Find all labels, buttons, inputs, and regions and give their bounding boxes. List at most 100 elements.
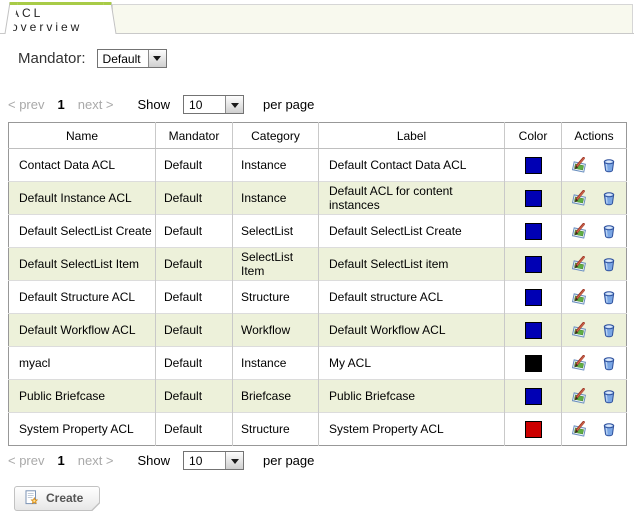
color-swatch bbox=[524, 420, 542, 438]
cell-mandator: Default bbox=[155, 346, 233, 380]
table-row: Contact Data ACL Default Instance Defaul… bbox=[8, 148, 627, 182]
color-swatch bbox=[524, 222, 542, 240]
color-swatch bbox=[524, 387, 542, 405]
cell-category: SelectList bbox=[232, 214, 319, 248]
delete-icon[interactable] bbox=[601, 388, 617, 404]
table-row: System Property ACL Default Structure Sy… bbox=[8, 412, 627, 446]
tab-bar: ACL overview bbox=[0, 0, 634, 34]
cell-name: System Property ACL bbox=[8, 412, 156, 446]
mandator-label: Mandator: bbox=[18, 49, 86, 67]
cell-actions bbox=[561, 280, 627, 314]
cell-actions bbox=[561, 313, 627, 347]
prev-link[interactable]: < prev bbox=[8, 453, 45, 468]
delete-icon[interactable] bbox=[601, 223, 617, 239]
pagination-top: < prev 1 next > Show 10 per page bbox=[8, 95, 634, 114]
cell-category: Structure bbox=[232, 412, 319, 446]
create-button[interactable]: Create bbox=[14, 486, 100, 511]
page-size-select[interactable]: 10 bbox=[183, 95, 245, 114]
color-swatch bbox=[524, 321, 542, 339]
cell-name: Default Structure ACL bbox=[8, 280, 156, 314]
delete-icon[interactable] bbox=[601, 355, 617, 371]
cell-actions bbox=[561, 412, 627, 446]
cell-label: Default structure ACL bbox=[318, 280, 505, 314]
prev-link[interactable]: < prev bbox=[8, 97, 45, 112]
delete-icon[interactable] bbox=[601, 190, 617, 206]
col-header-color: Color bbox=[504, 122, 562, 149]
cell-name: Default Workflow ACL bbox=[8, 313, 156, 347]
mandator-select-value: Default bbox=[102, 51, 141, 66]
cell-mandator: Default bbox=[155, 313, 233, 347]
cell-label: Public Briefcase bbox=[318, 379, 505, 413]
table-row: Default SelectList Item Default SelectLi… bbox=[8, 247, 627, 281]
next-link[interactable]: next > bbox=[77, 453, 114, 468]
tab-strip-background bbox=[112, 4, 633, 34]
mandator-select[interactable]: Default bbox=[96, 48, 167, 68]
per-page-label: per page bbox=[263, 97, 315, 112]
table-row: Default SelectList Create Default Select… bbox=[8, 214, 627, 248]
color-swatch bbox=[524, 255, 542, 273]
delete-icon[interactable] bbox=[601, 421, 617, 437]
cell-actions bbox=[561, 346, 627, 380]
delete-icon[interactable] bbox=[601, 256, 617, 272]
cell-category: Instance bbox=[232, 346, 319, 380]
table-row: Default Structure ACL Default Structure … bbox=[8, 280, 627, 314]
cell-label: System Property ACL bbox=[318, 412, 505, 446]
create-button-label: Create bbox=[46, 491, 84, 505]
chevron-down-icon[interactable] bbox=[225, 452, 244, 469]
edit-icon[interactable] bbox=[571, 288, 588, 306]
edit-icon[interactable] bbox=[571, 156, 588, 174]
cell-actions bbox=[561, 181, 627, 215]
edit-icon[interactable] bbox=[571, 354, 588, 372]
cell-mandator: Default bbox=[155, 148, 233, 182]
edit-icon[interactable] bbox=[571, 321, 588, 339]
cell-label: Default Contact Data ACL bbox=[318, 148, 505, 182]
col-header-mandator: Mandator bbox=[155, 122, 233, 149]
current-page: 1 bbox=[57, 97, 65, 112]
color-swatch bbox=[524, 354, 542, 372]
cell-name: Public Briefcase bbox=[8, 379, 156, 413]
edit-icon[interactable] bbox=[571, 255, 588, 273]
cell-label: Default SelectList item bbox=[318, 247, 505, 281]
page-size-value: 10 bbox=[189, 98, 203, 112]
cell-label: My ACL bbox=[318, 346, 505, 380]
cell-mandator: Default bbox=[155, 280, 233, 314]
show-label: Show bbox=[137, 97, 171, 112]
cell-mandator: Default bbox=[155, 181, 233, 215]
edit-icon[interactable] bbox=[571, 420, 588, 438]
col-header-label: Label bbox=[318, 122, 505, 149]
tab-acl-overview[interactable]: ACL overview bbox=[11, 2, 110, 34]
chevron-down-icon[interactable] bbox=[147, 49, 166, 67]
edit-icon[interactable] bbox=[571, 387, 588, 405]
cell-name: Default SelectList Create bbox=[8, 214, 156, 248]
page-size-value: 10 bbox=[189, 454, 203, 468]
cell-mandator: Default bbox=[155, 379, 233, 413]
acl-table: Name Mandator Category Label Color Actio… bbox=[8, 122, 627, 446]
chevron-down-icon[interactable] bbox=[225, 96, 244, 113]
table-row: Default Workflow ACL Default Workflow De… bbox=[8, 313, 627, 347]
delete-icon[interactable] bbox=[601, 157, 617, 173]
delete-icon[interactable] bbox=[601, 322, 617, 338]
new-page-icon bbox=[23, 490, 39, 506]
cell-actions bbox=[561, 379, 627, 413]
mandator-row: Mandator: Default bbox=[18, 48, 634, 68]
color-swatch bbox=[524, 156, 542, 174]
color-swatch bbox=[524, 288, 542, 306]
cell-category: Instance bbox=[232, 181, 319, 215]
delete-icon[interactable] bbox=[601, 289, 617, 305]
cell-category: Briefcase bbox=[232, 379, 319, 413]
cell-name: Contact Data ACL bbox=[8, 148, 156, 182]
cell-label: Default Workflow ACL bbox=[318, 313, 505, 347]
tab-label: ACL overview bbox=[11, 5, 83, 34]
edit-icon[interactable] bbox=[571, 222, 588, 240]
per-page-label: per page bbox=[263, 453, 315, 468]
tab-strip-divider bbox=[0, 33, 634, 34]
edit-icon[interactable] bbox=[571, 189, 588, 207]
cell-label: Default ACL for content instances bbox=[318, 181, 505, 215]
table-row: Public Briefcase Default Briefcase Publi… bbox=[8, 379, 627, 413]
table-row: Default Instance ACL Default Instance De… bbox=[8, 181, 627, 215]
col-header-actions: Actions bbox=[561, 122, 627, 149]
cell-category: Structure bbox=[232, 280, 319, 314]
next-link[interactable]: next > bbox=[77, 97, 114, 112]
page-size-select[interactable]: 10 bbox=[183, 451, 245, 470]
cell-category: SelectList Item bbox=[232, 247, 319, 281]
